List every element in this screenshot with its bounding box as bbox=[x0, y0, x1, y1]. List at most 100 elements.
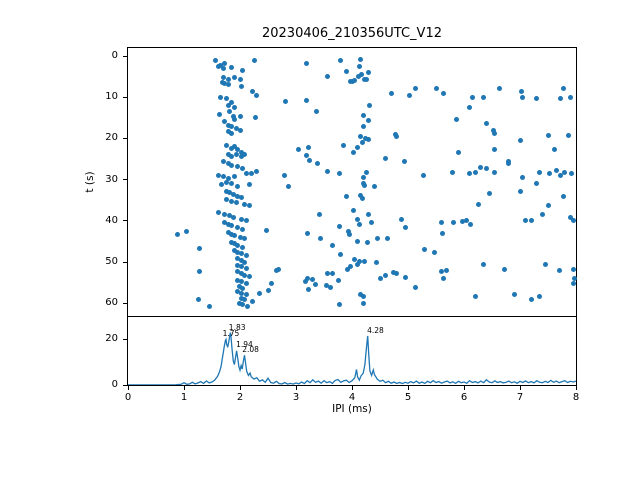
y-tick-mark bbox=[123, 137, 127, 139]
scatter-point bbox=[569, 170, 575, 176]
scatter-point bbox=[235, 277, 241, 283]
scatter-point bbox=[367, 102, 373, 108]
scatter-point bbox=[567, 94, 573, 100]
scatter-point bbox=[560, 193, 566, 199]
scatter-point bbox=[537, 293, 543, 299]
scatter-point bbox=[385, 236, 391, 242]
scatter-point bbox=[229, 198, 235, 204]
scatter-point bbox=[238, 271, 244, 277]
scatter-point bbox=[225, 82, 231, 88]
scatter-point bbox=[238, 251, 244, 257]
scatter-point bbox=[263, 228, 269, 234]
scatter-point bbox=[231, 247, 237, 253]
scatter-point bbox=[314, 161, 320, 167]
scatter-point bbox=[225, 76, 231, 82]
scatter-point bbox=[243, 292, 249, 298]
scatter-point bbox=[235, 147, 241, 153]
scatter-point bbox=[238, 84, 244, 90]
scatter-point bbox=[241, 297, 247, 303]
scatter-point bbox=[243, 280, 249, 286]
scatter-point bbox=[440, 276, 446, 282]
scatter-point bbox=[358, 56, 364, 62]
scatter-point bbox=[222, 211, 228, 217]
scatter-point bbox=[373, 260, 379, 266]
scatter-point bbox=[253, 92, 259, 98]
scatter-point bbox=[317, 211, 323, 217]
scatter-point bbox=[229, 181, 235, 187]
scatter-point bbox=[382, 155, 388, 161]
scatter-point bbox=[480, 94, 486, 100]
scatter-point bbox=[225, 175, 231, 181]
scatter-point bbox=[229, 223, 235, 229]
scatter-point bbox=[253, 114, 259, 120]
scatter-point bbox=[174, 231, 180, 237]
scatter-point bbox=[228, 124, 234, 130]
scatter-point bbox=[571, 266, 577, 272]
scatter-point bbox=[282, 172, 288, 178]
scatter-point bbox=[213, 57, 219, 63]
scatter-point bbox=[303, 278, 309, 284]
scatter-point bbox=[230, 215, 236, 221]
scatter-point bbox=[340, 142, 346, 148]
scatter-point bbox=[360, 174, 366, 180]
scatter-point bbox=[453, 117, 459, 123]
y-tick-mark bbox=[123, 338, 127, 340]
scatter-point bbox=[422, 246, 428, 252]
scatter-point bbox=[365, 239, 371, 245]
x-tick-label: 8 bbox=[572, 392, 580, 403]
scatter-point bbox=[216, 112, 222, 118]
scatter-point bbox=[325, 168, 331, 174]
scatter-point bbox=[492, 147, 498, 153]
scatter-point bbox=[237, 127, 243, 133]
scatter-point bbox=[220, 75, 226, 81]
scatter-point bbox=[358, 192, 364, 198]
scatter-point bbox=[240, 67, 246, 73]
scatter-point bbox=[553, 168, 559, 174]
scatter-point bbox=[558, 95, 564, 101]
scatter-point bbox=[335, 278, 341, 284]
scatter-point bbox=[343, 193, 349, 199]
scatter-point bbox=[243, 170, 249, 176]
scatter-point bbox=[363, 76, 369, 82]
scatter-point bbox=[571, 275, 577, 281]
scatter-point bbox=[231, 144, 237, 150]
scatter-point bbox=[250, 89, 256, 95]
scatter-point bbox=[222, 119, 228, 125]
scatter-point bbox=[241, 259, 247, 265]
scatter-point bbox=[216, 63, 222, 69]
scatter-point bbox=[523, 217, 529, 223]
scatter-point bbox=[231, 241, 237, 247]
scatter-point bbox=[304, 153, 310, 159]
scatter-point bbox=[325, 270, 331, 276]
scatter-point bbox=[240, 166, 246, 171]
scatter-point bbox=[565, 132, 571, 138]
scatter-point bbox=[222, 60, 228, 66]
scatter-point bbox=[225, 152, 231, 158]
scatter-point bbox=[360, 300, 366, 306]
peak-annotation: 1.83 bbox=[228, 322, 246, 332]
scatter-point bbox=[556, 267, 562, 273]
scatter-point bbox=[432, 250, 438, 256]
scatter-point bbox=[233, 152, 239, 158]
scatter-point bbox=[241, 201, 247, 207]
scatter-point bbox=[225, 122, 231, 128]
scatter-point bbox=[518, 89, 524, 95]
scatter-point bbox=[467, 104, 473, 110]
scatter-point bbox=[215, 210, 221, 216]
scatter-point bbox=[356, 74, 362, 80]
scatter-point bbox=[238, 264, 244, 270]
scatter-point bbox=[241, 236, 247, 242]
x-tick-label: 2 bbox=[236, 392, 244, 403]
scatter-point bbox=[231, 104, 237, 110]
scatter-point bbox=[350, 149, 356, 155]
scatter-point bbox=[324, 283, 330, 289]
scatter-point bbox=[240, 244, 246, 250]
peak-annotation: 4.28 bbox=[367, 325, 384, 335]
scatter-point bbox=[229, 231, 235, 237]
scatter-point bbox=[343, 69, 349, 75]
scatter-point bbox=[235, 289, 241, 295]
scatter-point bbox=[327, 285, 333, 291]
scatter-point bbox=[388, 90, 394, 96]
scatter-point bbox=[383, 272, 389, 278]
